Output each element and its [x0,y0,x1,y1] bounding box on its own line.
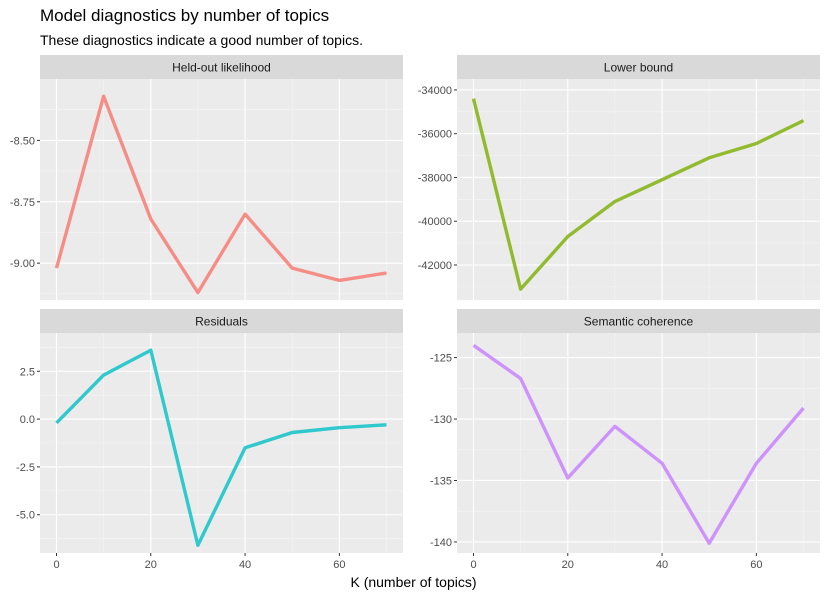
facet-strip-label: Lower bound [604,61,673,75]
series-line [54,94,387,295]
x-tick-label: 0 [470,559,476,571]
y-tick-label: -130 [430,414,452,426]
x-tick-label: 60 [333,559,345,571]
y-tick-label: 0.0 [20,414,35,426]
y-tick-label: -36000 [418,129,452,141]
y-tick-label: -5.0 [16,510,35,522]
y-tick-label: -2.5 [16,462,35,474]
facet-strip [457,309,820,333]
y-tick-label: 2.5 [20,366,35,378]
facet-strip-label: Residuals [195,315,248,329]
y-tick-label: -140 [430,537,452,549]
x-tick-label: 20 [562,559,574,571]
y-tick-label: -8.50 [10,135,35,147]
series-line [472,343,805,545]
x-tick-label: 20 [145,559,157,571]
series-line [471,98,805,291]
facet-strip-label: Held-out likelihood [172,61,271,75]
y-tick-label: -125 [430,353,452,365]
y-tick-label: -34000 [418,85,452,97]
facet-strip-label: Semantic coherence [584,315,694,329]
series-line [55,348,387,547]
facet-strip [457,55,820,79]
y-tick-label: -38000 [418,172,452,184]
facet-strip [40,309,403,333]
x-tick-label: 40 [239,559,251,571]
x-tick-label: 40 [656,559,668,571]
x-axis-label: K (number of topics) [350,574,477,590]
y-tick-label: -8.75 [10,197,35,209]
y-tick-label: -135 [430,475,452,487]
x-tick-label: 0 [53,559,59,571]
y-tick-label: -42000 [418,260,452,272]
y-tick-label: -40000 [418,216,452,228]
chart-subtitle: These diagnostics indicate a good number… [40,32,363,48]
panel-background [40,79,403,300]
chart-title: Model diagnostics by number of topics [40,6,330,25]
y-tick-label: -9.00 [10,258,35,270]
x-tick-label: 60 [750,559,762,571]
facet-strip [40,55,403,79]
